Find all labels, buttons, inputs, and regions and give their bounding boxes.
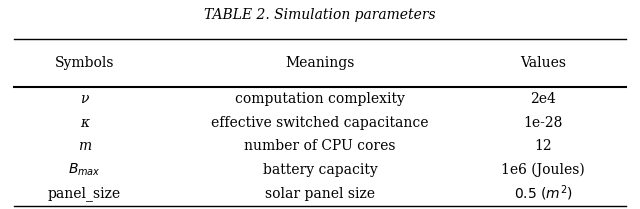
Text: panel_size: panel_size [47,186,121,201]
Text: solar panel size: solar panel size [265,187,375,201]
Text: $B_{max}$: $B_{max}$ [68,162,100,178]
Text: $0.5\ (m^2)$: $0.5\ (m^2)$ [513,184,573,204]
Text: Meanings: Meanings [285,56,355,70]
Text: 12: 12 [534,139,552,153]
Text: battery capacity: battery capacity [262,163,378,177]
Text: TABLE 2. Simulation parameters: TABLE 2. Simulation parameters [204,8,436,22]
Text: number of CPU cores: number of CPU cores [244,139,396,153]
Text: 2e4: 2e4 [530,92,556,106]
Text: Symbols: Symbols [54,56,114,70]
Text: 1e-28: 1e-28 [524,116,563,130]
Text: κ: κ [79,116,89,130]
Text: m: m [77,139,91,153]
Text: 1e6 (Joules): 1e6 (Joules) [501,163,585,177]
Text: effective switched capacitance: effective switched capacitance [211,116,429,130]
Text: Values: Values [520,56,566,70]
Text: ν: ν [80,92,88,106]
Text: computation complexity: computation complexity [235,92,405,106]
